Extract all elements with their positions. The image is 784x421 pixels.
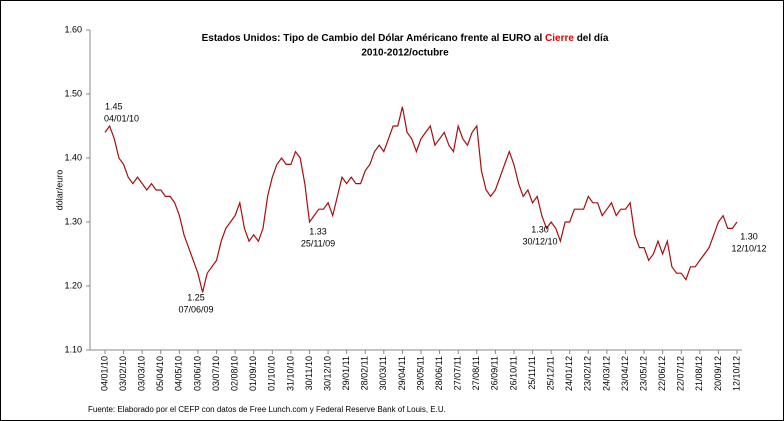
y-tick-label: 1.40 (64, 152, 82, 162)
x-tick-label: 28/02/11 (360, 356, 370, 390)
x-tick-label: 01/10/10 (267, 356, 277, 391)
x-tick-label: 02/08/10 (229, 356, 239, 391)
annotation: 1.30 (531, 224, 549, 234)
x-tick-label: 28/06/11 (434, 356, 444, 390)
annotation: 1.45 (105, 101, 123, 111)
x-tick-label: 29/04/11 (397, 356, 407, 390)
x-tick-label: 29/05/11 (415, 356, 425, 390)
x-tick-label: 23/02/12 (583, 356, 593, 391)
y-tick-label: 1.20 (64, 280, 82, 290)
annotation: 07/06/09 (178, 304, 213, 314)
y-tick-label: 1.30 (64, 216, 82, 226)
x-tick-label: 23/04/12 (620, 356, 630, 391)
x-tick-label: 03/03/10 (137, 356, 147, 391)
x-tick-label: 24/01/12 (564, 356, 574, 391)
source-note: Fuente: Elaborado por el CEFP con datos … (88, 405, 446, 414)
x-tick-label: 22/06/12 (657, 356, 667, 391)
y-tick-label: 1.60 (64, 24, 82, 34)
x-tick-label: 12/10/12 (731, 356, 741, 391)
x-tick-label: 31/10/10 (285, 356, 295, 391)
x-tick-label: 27/07/11 (453, 356, 463, 390)
x-tick-label: 05/04/10 (155, 356, 165, 391)
annotation: 12/10/12 (731, 243, 766, 253)
x-tick-label: 30/12/10 (322, 356, 332, 391)
x-tick-label: 26/09/11 (490, 356, 500, 390)
title-highlight: Cierre (545, 33, 574, 44)
chart-subtitle: 2010-2012/octubre (361, 48, 449, 59)
annotation: 1.30 (740, 231, 758, 241)
x-tick-label: 04/01/10 (99, 356, 109, 391)
x-tick-label: 27/08/11 (471, 356, 481, 390)
x-tick-label: 22/07/12 (676, 356, 686, 391)
title-part: del día (574, 33, 609, 44)
annotation: 30/12/10 (522, 236, 557, 246)
x-tick-label: 29/01/11 (341, 356, 351, 390)
x-tick-label: 30/03/11 (378, 356, 388, 390)
annotation: 1.33 (309, 226, 327, 236)
x-tick-label: 25/12/11 (545, 356, 555, 390)
y-tick-label: 1.50 (64, 88, 82, 98)
annotation: 1.25 (187, 292, 205, 302)
x-tick-label: 03/02/10 (118, 356, 128, 391)
annotation: 25/11/09 (301, 238, 335, 248)
y-axis-label: dólar/euro (54, 170, 64, 211)
title-part: Estados Unidos: Tipo de Cambio del Dólar… (202, 33, 545, 44)
x-tick-label: 23/05/12 (638, 356, 648, 391)
line-series (104, 106, 738, 293)
x-tick-label: 20/09/12 (713, 356, 723, 391)
x-tick-label: 03/07/10 (211, 356, 221, 391)
x-tick-label: 30/11/10 (304, 356, 314, 390)
annotation: 04/01/10 (104, 113, 139, 123)
x-tick-label: 04/05/10 (174, 356, 184, 391)
x-tick-label: 25/11/11 (527, 356, 537, 390)
x-tick-label: 21/08/12 (694, 356, 704, 391)
x-tick-label: 26/10/11 (508, 356, 518, 390)
x-tick-label: 24/03/12 (601, 356, 611, 391)
x-tick-label: 01/09/10 (248, 356, 258, 391)
chart-title: Estados Unidos: Tipo de Cambio del Dólar… (202, 33, 609, 44)
y-tick-label: 1.10 (64, 344, 82, 354)
x-tick-label: 03/06/10 (192, 356, 202, 391)
